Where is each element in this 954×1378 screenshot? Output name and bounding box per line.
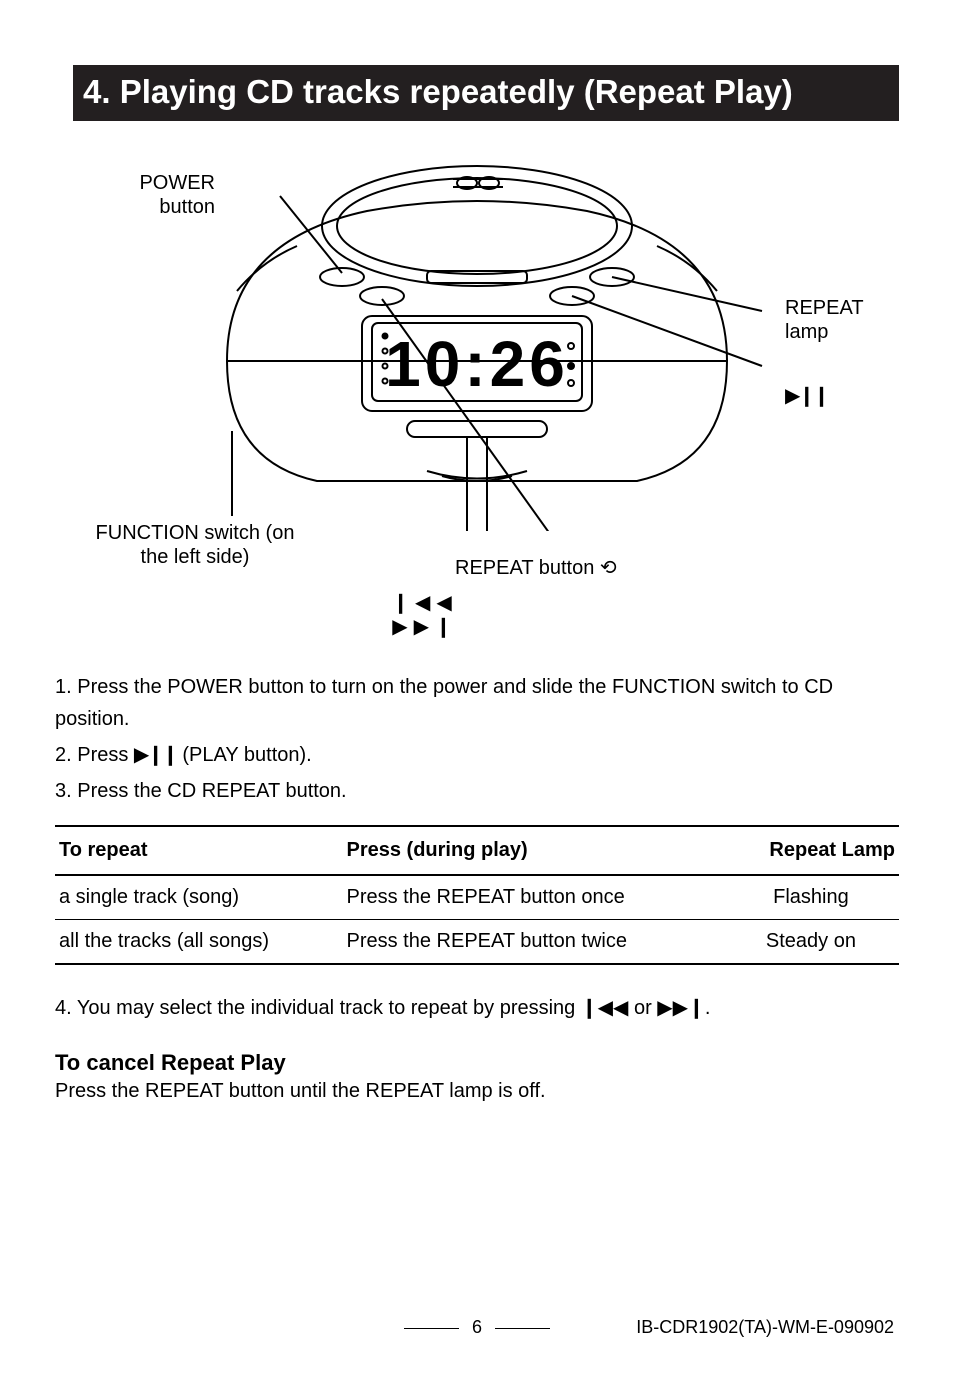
footer-line-left — [404, 1328, 459, 1329]
label-play-pause-icon: ▶❙❙ — [785, 384, 828, 408]
step-2-post: (PLAY button). — [177, 744, 312, 766]
play-pause-icon: ▶❙❙ — [134, 744, 177, 766]
label-repeat-lamp: REPEAT lamp — [785, 296, 899, 344]
footer-line-right — [495, 1328, 550, 1329]
boombox-illustration: 10:26 — [167, 161, 787, 531]
prev-track-icon: ❙◀◀ — [392, 592, 458, 614]
next-track-icon: ▶▶❙ — [657, 997, 705, 1019]
cancel-heading: To cancel Repeat Play — [55, 1050, 899, 1076]
table-cell: Press the REPEAT button once — [343, 875, 723, 920]
step-2-pre: 2. Press — [55, 744, 134, 766]
device-diagram: 10:26 POWER button REPEAT lamp ▶❙❙ FUNCT… — [55, 161, 899, 631]
document-id: IB-CDR1902(TA)-WM-E-090902 — [636, 1317, 894, 1338]
repeat-icon: ⟲ — [600, 557, 617, 579]
label-function-switch: FUNCTION switch (on the left side) — [95, 521, 295, 569]
step-4: 4. You may select the individual track t… — [55, 995, 899, 1020]
label-repeat-button: REPEAT button ⟲ — [455, 556, 617, 580]
section-header: 4. Playing CD tracks repeatedly (Repeat … — [55, 65, 899, 121]
step-1: 1. Press the POWER button to turn on the… — [55, 671, 899, 735]
table-header-press: Press (during play) — [343, 826, 723, 875]
step-3: 3. Press the CD REPEAT button. — [55, 775, 899, 807]
table-header-to-repeat: To repeat — [55, 826, 343, 875]
instructions-list: 1. Press the POWER button to turn on the… — [55, 671, 899, 807]
table-row: all the tracks (all songs) Press the REP… — [55, 920, 899, 965]
cancel-text: Press the REPEAT button until the REPEAT… — [55, 1080, 899, 1103]
step-4-post: . — [705, 997, 711, 1019]
repeat-button-text: REPEAT button — [455, 557, 600, 579]
label-power-button: POWER button — [105, 171, 215, 219]
table-cell: Flashing — [723, 875, 899, 920]
step-2: 2. Press ▶❙❙ (PLAY button). — [55, 739, 899, 771]
table-header-lamp: Repeat Lamp — [723, 826, 899, 875]
step-4-mid: or — [628, 997, 657, 1019]
table-cell: a single track (song) — [55, 875, 343, 920]
next-track-icon: ▶▶❙ — [392, 616, 458, 638]
table-cell: Press the REPEAT button twice — [343, 920, 723, 965]
label-prev-next: ❙◀◀ ▶▶❙ — [365, 591, 485, 639]
step-4-pre: 4. You may select the individual track t… — [55, 997, 581, 1019]
display-time: 10:26 — [385, 328, 569, 400]
repeat-table: To repeat Press (during play) Repeat Lam… — [55, 825, 899, 965]
page-number: 6 — [472, 1317, 482, 1337]
table-header-row: To repeat Press (during play) Repeat Lam… — [55, 826, 899, 875]
table-cell: all the tracks (all songs) — [55, 920, 343, 965]
prev-track-icon: ❙◀◀ — [581, 997, 629, 1019]
table-cell: Steady on — [723, 920, 899, 965]
table-row: a single track (song) Press the REPEAT b… — [55, 875, 899, 920]
